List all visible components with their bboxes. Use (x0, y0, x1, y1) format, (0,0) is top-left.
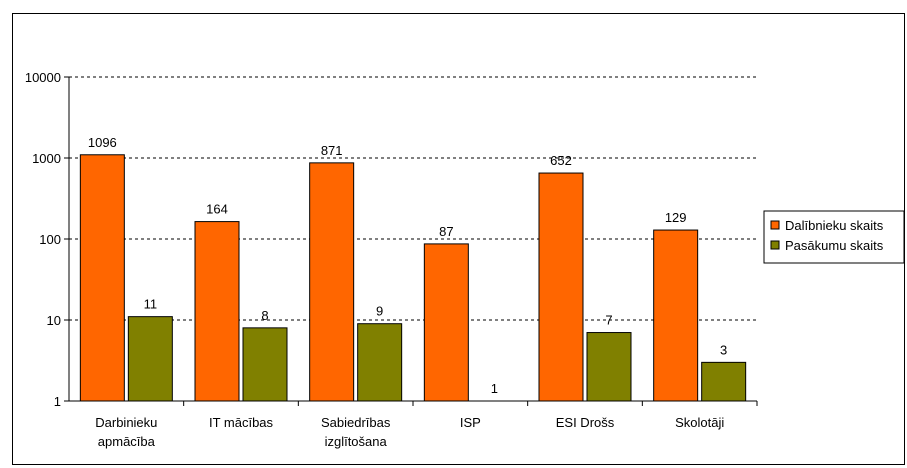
bars (79, 154, 747, 402)
data-label: 8 (261, 308, 268, 323)
legend-box (763, 210, 905, 264)
bar-dalibnieku (79, 154, 125, 402)
y-tick-label: 10 (47, 313, 61, 328)
bar-dalibnieku (538, 172, 584, 402)
data-label: 87 (439, 224, 453, 239)
bar-dalibnieku (194, 221, 240, 402)
category-label: Darbinieku (95, 415, 157, 430)
bar-dalibnieku (423, 243, 469, 402)
data-label: 1096 (88, 135, 117, 150)
legend-label: Dalībnieku skaits (785, 218, 884, 233)
data-label: 164 (206, 202, 228, 217)
data-label: 1 (491, 381, 498, 396)
y-tick-label: 10000 (25, 70, 61, 85)
legend-swatch (770, 240, 780, 250)
y-tick-label: 1000 (32, 151, 61, 166)
category-label: Sabiedrības (321, 415, 391, 430)
data-label: 871 (321, 143, 343, 158)
gridlines (69, 76, 757, 321)
data-label: 129 (665, 210, 687, 225)
y-tick-label: 1 (54, 394, 61, 409)
data-label: 7 (605, 313, 612, 328)
bar-dalibnieku (309, 162, 355, 402)
legend-label: Pasākumu skaits (785, 238, 884, 253)
data-label: 3 (720, 342, 727, 357)
bar-pasakumu (357, 323, 403, 402)
category-label: apmācība (98, 434, 156, 449)
data-label: 11 (144, 297, 158, 312)
category-label: ISP (460, 415, 481, 430)
data-label: 9 (376, 304, 383, 319)
axes (64, 76, 758, 406)
bar-pasakumu (127, 316, 173, 402)
labels: 1 10 100 1000 10000 1096 11 Darbinieku apmācība 1… (25, 70, 727, 449)
legend-swatch (770, 220, 780, 230)
legend: Dalībnieku skaits Pasākumu skaits (763, 210, 905, 264)
y-tick-label: 100 (39, 232, 61, 247)
data-label: 652 (550, 153, 572, 168)
bar-pasakumu (242, 327, 288, 402)
bar-dalibnieku (653, 229, 699, 402)
category-label: IT mācības (209, 415, 274, 430)
category-label: Skolotāji (675, 415, 724, 430)
category-label: ESI Drošs (556, 415, 615, 430)
bar-pasakumu (586, 332, 632, 402)
category-label: izglītošana (325, 434, 388, 449)
bar-pasakumu (701, 361, 747, 402)
